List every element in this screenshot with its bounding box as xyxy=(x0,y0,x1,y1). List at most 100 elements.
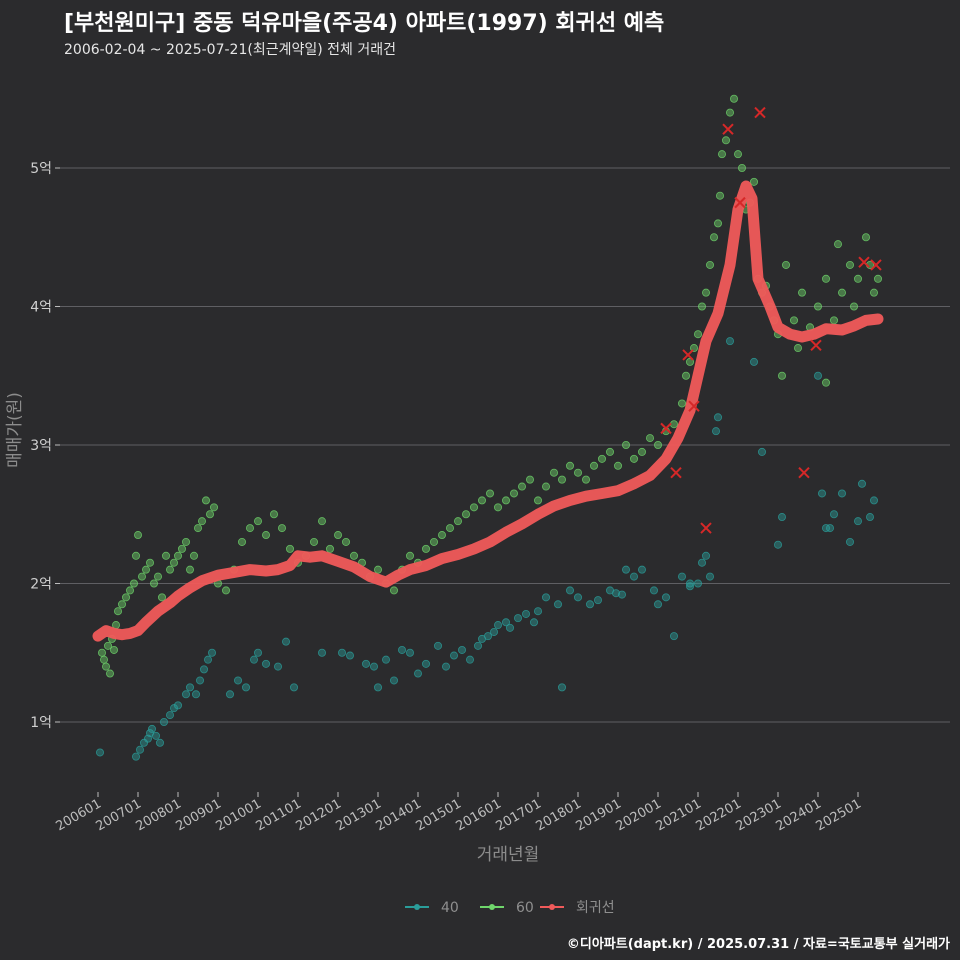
outlier-marker xyxy=(700,522,712,534)
data-point-60 xyxy=(722,136,731,145)
data-point-60 xyxy=(646,434,655,443)
data-point-60 xyxy=(141,565,150,574)
legend-swatch-point xyxy=(549,904,555,910)
y-axis-title: 매매가(원) xyxy=(5,392,25,468)
data-point-40 xyxy=(397,645,406,654)
data-point-60 xyxy=(550,468,559,477)
data-point-60 xyxy=(209,503,218,512)
data-point-60 xyxy=(110,645,119,654)
data-point-60 xyxy=(201,496,210,505)
data-point-40 xyxy=(169,704,178,713)
data-point-60 xyxy=(822,274,831,283)
data-point-60 xyxy=(253,517,262,526)
data-point-60 xyxy=(750,177,759,186)
data-point-40 xyxy=(694,579,703,588)
data-point-60 xyxy=(469,503,478,512)
x-tick-label: 201601 xyxy=(454,796,504,834)
x-tick-label: 200901 xyxy=(174,796,224,834)
data-point-60 xyxy=(558,475,567,484)
y-tick-label: 2억 xyxy=(30,577,52,593)
data-point-60 xyxy=(782,260,791,269)
legend-label: 회귀선 xyxy=(576,900,615,916)
data-point-60 xyxy=(341,537,350,546)
data-point-40 xyxy=(846,537,855,546)
data-point-60 xyxy=(682,371,691,380)
data-point-40 xyxy=(758,447,767,456)
data-point-60 xyxy=(606,447,615,456)
data-point-60 xyxy=(716,191,725,200)
data-point-40 xyxy=(726,337,735,346)
data-point-40 xyxy=(534,607,543,616)
data-point-40 xyxy=(854,517,863,526)
data-point-40 xyxy=(530,618,539,627)
data-point-60 xyxy=(185,565,194,574)
data-point-40 xyxy=(558,683,567,692)
data-point-60 xyxy=(862,233,871,242)
data-point-60 xyxy=(126,586,135,595)
data-point-40 xyxy=(253,648,262,657)
data-point-40 xyxy=(830,510,839,519)
y-tick-label: 3억 xyxy=(30,438,52,454)
data-point-40 xyxy=(554,600,563,609)
data-point-60 xyxy=(333,531,342,540)
data-point-40 xyxy=(586,600,595,609)
data-point-40 xyxy=(622,565,631,574)
data-point-40 xyxy=(638,565,647,574)
y-tick-label: 1억 xyxy=(30,715,52,731)
data-point-60 xyxy=(193,524,202,533)
data-point-40 xyxy=(774,540,783,549)
data-point-60 xyxy=(654,440,663,449)
data-point-60 xyxy=(129,579,138,588)
data-point-60 xyxy=(794,344,803,353)
data-point-60 xyxy=(694,330,703,339)
x-tick-label: 202201 xyxy=(694,796,744,834)
data-point-40 xyxy=(686,582,695,591)
data-point-40 xyxy=(135,745,144,754)
data-point-40 xyxy=(96,748,105,757)
x-tick-label: 201401 xyxy=(374,796,424,834)
outlier-marker xyxy=(870,259,882,271)
data-point-40 xyxy=(822,524,831,533)
data-point-40 xyxy=(501,618,510,627)
data-point-60 xyxy=(205,510,214,519)
data-point-40 xyxy=(670,632,679,641)
data-point-40 xyxy=(441,662,450,671)
data-point-60 xyxy=(157,593,166,602)
data-point-40 xyxy=(233,676,242,685)
y-axis: 1억 2억 3억 4억 5억 xyxy=(30,161,60,731)
data-point-60 xyxy=(221,586,230,595)
data-point-60 xyxy=(161,551,170,560)
x-tick-label: 201501 xyxy=(414,796,464,834)
data-point-60 xyxy=(100,655,109,664)
data-point-40 xyxy=(698,558,707,567)
data-point-40 xyxy=(449,651,458,660)
data-point-40 xyxy=(165,711,174,720)
data-point-40 xyxy=(838,489,847,498)
data-point-40 xyxy=(381,655,390,664)
x-axis-title: 거래년월 xyxy=(477,845,540,865)
data-point-40 xyxy=(650,586,659,595)
data-point-60 xyxy=(197,517,206,526)
data-point-60 xyxy=(104,641,113,650)
data-point-40 xyxy=(483,632,492,641)
data-point-60 xyxy=(405,551,414,560)
outlier-marker xyxy=(734,196,746,209)
data-point-60 xyxy=(830,316,839,325)
data-point-40 xyxy=(814,371,823,380)
data-point-40 xyxy=(337,648,346,657)
data-point-60 xyxy=(114,607,123,616)
data-point-40 xyxy=(369,662,378,671)
data-point-40 xyxy=(574,593,583,602)
data-point-60 xyxy=(245,524,254,533)
data-point-60 xyxy=(153,572,162,581)
chart-title: [부천원미구] 중동 덕유마을(주공4) 아파트(1997) 회귀선 예측 xyxy=(64,11,664,36)
chart-caption: ©디아파트(dapt.kr) / 2025.07.31 / 자료=국토교통부 실… xyxy=(567,936,950,952)
data-point-40 xyxy=(147,724,156,733)
data-point-40 xyxy=(514,614,523,623)
outlier-marker xyxy=(660,422,672,435)
x-tick-label: 202501 xyxy=(814,796,864,834)
data-point-60 xyxy=(421,544,430,553)
outlier-marker xyxy=(858,256,870,268)
data-point-40 xyxy=(389,676,398,685)
